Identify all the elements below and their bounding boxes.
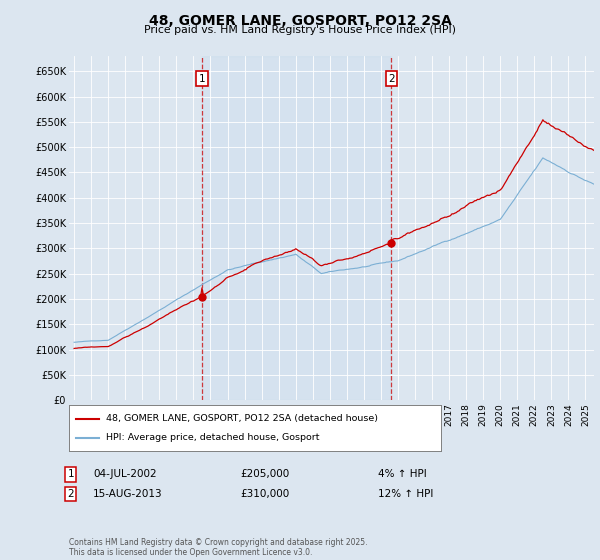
Text: 48, GOMER LANE, GOSPORT, PO12 2SA (detached house): 48, GOMER LANE, GOSPORT, PO12 2SA (detac…: [106, 414, 378, 423]
Text: HPI: Average price, detached house, Gosport: HPI: Average price, detached house, Gosp…: [106, 433, 320, 442]
Text: £205,000: £205,000: [240, 469, 289, 479]
Text: 4% ↑ HPI: 4% ↑ HPI: [378, 469, 427, 479]
Text: 2: 2: [388, 74, 395, 84]
Text: 04-JUL-2002: 04-JUL-2002: [93, 469, 157, 479]
Text: 1: 1: [199, 74, 205, 84]
Text: Contains HM Land Registry data © Crown copyright and database right 2025.
This d: Contains HM Land Registry data © Crown c…: [69, 538, 367, 557]
Text: 1: 1: [67, 469, 74, 479]
Text: 2: 2: [67, 489, 74, 499]
Text: 48, GOMER LANE, GOSPORT, PO12 2SA: 48, GOMER LANE, GOSPORT, PO12 2SA: [149, 14, 451, 28]
Text: 12% ↑ HPI: 12% ↑ HPI: [378, 489, 433, 499]
Text: £310,000: £310,000: [240, 489, 289, 499]
Text: 15-AUG-2013: 15-AUG-2013: [93, 489, 163, 499]
Text: Price paid vs. HM Land Registry's House Price Index (HPI): Price paid vs. HM Land Registry's House …: [144, 25, 456, 35]
Bar: [202, 56, 391, 400]
